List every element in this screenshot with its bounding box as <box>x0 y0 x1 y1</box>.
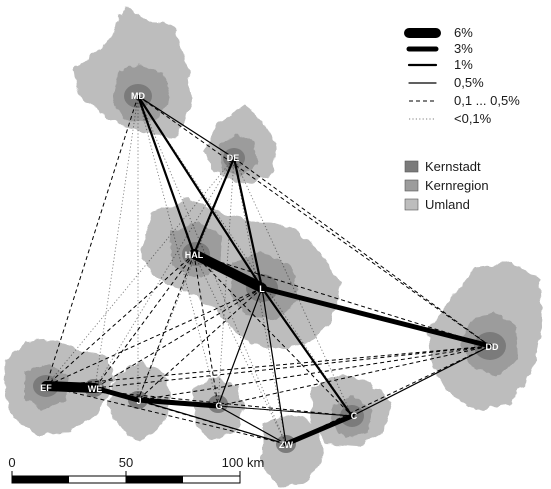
flows-layer <box>41 94 493 447</box>
flow-line-l-g <box>217 287 263 407</box>
flow-line-md-g <box>137 95 219 407</box>
flow-line-ef-we <box>41 381 100 393</box>
scale-bar-segment-3 <box>126 476 183 483</box>
scale-bar: 0 50 100 km <box>8 455 265 484</box>
flow-line-md-l <box>136 94 264 290</box>
flow-line-j-g <box>135 397 221 409</box>
flow-line-g-c <box>217 405 353 417</box>
flow-line-hal-j <box>137 253 195 401</box>
flow-line-hal-ef <box>45 253 195 387</box>
area-legend-entry-kernstadt: Kernstadt <box>404 159 481 174</box>
flow-line-g-dd <box>217 345 491 407</box>
flow-line-md-we <box>94 95 139 389</box>
city-label-l: L <box>259 284 265 294</box>
city-labels-layer: MD DE HAL L DD EF WE J G C ZW <box>40 91 499 450</box>
flow-line-we-j <box>92 385 141 403</box>
city-label-de: DE <box>227 153 240 163</box>
flow-line-l-c <box>260 286 354 418</box>
flow-line-de-dd <box>233 157 491 347</box>
area-legend-label-kernstadt: Kernstadt <box>425 159 481 174</box>
flow-line-l-ef <box>45 287 263 387</box>
area-legend-swatch-kernstadt <box>404 160 419 173</box>
scale-bar-segment-1 <box>12 476 69 483</box>
flow-line-dd-c <box>351 345 491 417</box>
city-label-g: G <box>215 401 222 411</box>
flow-legend-entry-3pct: 3% <box>406 41 473 56</box>
city-label-ef: EF <box>40 383 52 393</box>
flow-legend-label-6pct: 6% <box>454 25 473 40</box>
flow-legend: 6% 3% 1% 0,5% 0,1 ... 0,5% <0,1% <box>404 25 520 126</box>
area-legend-label-umland: Umland <box>425 197 470 212</box>
flow-line-g-zw <box>217 405 287 445</box>
scale-label-100km: 100 km <box>222 455 265 470</box>
flow-line-de-j <box>137 157 235 401</box>
flow-legend-entry-under-01pct: <0,1% <box>409 111 492 126</box>
flow-line-hal-dd <box>193 253 491 347</box>
flow-line-ef-zw <box>45 385 287 445</box>
flow-line-l-de <box>232 156 264 290</box>
flow-legend-entry-1pct: 1% <box>407 57 473 72</box>
flow-legend-entry-6pct: 6% <box>404 25 473 40</box>
area-legend-label-kernregion: Kernregion <box>425 178 489 193</box>
area-legend-swatch-umland <box>404 198 419 211</box>
flow-legend-label-01-05pct: 0,1 ... 0,5% <box>454 93 520 108</box>
scale-label-50: 50 <box>119 455 133 470</box>
flow-line-c-zw <box>283 413 355 447</box>
flow-line-j-zw <box>137 399 287 445</box>
city-label-hal: HAL <box>185 250 204 260</box>
flow-legend-label-1pct: 1% <box>454 57 473 72</box>
flow-line-l-zw <box>261 287 287 445</box>
flow-line-ef-dd <box>45 345 491 387</box>
flow-line-hal-c <box>193 253 353 417</box>
flow-line-hal-g <box>193 253 219 407</box>
area-legend-entry-kernregion: Kernregion <box>404 178 489 193</box>
flow-legend-entry-01-05pct: 0,1 ... 0,5% <box>409 93 520 108</box>
flow-line-hal-de <box>192 156 236 256</box>
city-label-j: J <box>136 396 141 406</box>
flow-line-de-we <box>94 157 235 389</box>
flow-legend-label-3pct: 3% <box>454 41 473 56</box>
flow-line-we-dd <box>94 345 491 389</box>
flow-line-md-de <box>137 95 235 159</box>
city-label-md: MD <box>131 91 145 101</box>
city-label-zw: ZW <box>279 440 293 450</box>
flow-legend-entry-05pct: 0,5% <box>408 75 484 90</box>
flow-line-l-we <box>94 287 263 389</box>
flow-legend-label-05pct: 0,5% <box>454 75 484 90</box>
flow-line-l-dd <box>259 285 493 349</box>
flow-line-md-hal <box>136 94 196 256</box>
city-label-c: C <box>351 411 358 421</box>
flow-line-md-dd <box>137 95 491 347</box>
city-label-we: WE <box>88 384 103 394</box>
flow-line-hal-l <box>189 249 267 293</box>
flow-line-md-ef <box>45 95 139 387</box>
area-legend-swatch-kernregion <box>404 179 419 192</box>
area-legend: Kernstadt Kernregion Umland <box>404 159 489 212</box>
scale-label-0: 0 <box>8 455 15 470</box>
city-label-dd: DD <box>486 342 499 352</box>
flow-line-de-zw <box>233 157 287 445</box>
flow-legend-label-under-01pct: <0,1% <box>454 111 492 126</box>
flow-line-de-g <box>217 157 235 407</box>
flow-line-hal-zw <box>193 253 287 445</box>
area-legend-entry-umland: Umland <box>404 197 470 212</box>
flow-line-j-dd <box>137 345 491 401</box>
